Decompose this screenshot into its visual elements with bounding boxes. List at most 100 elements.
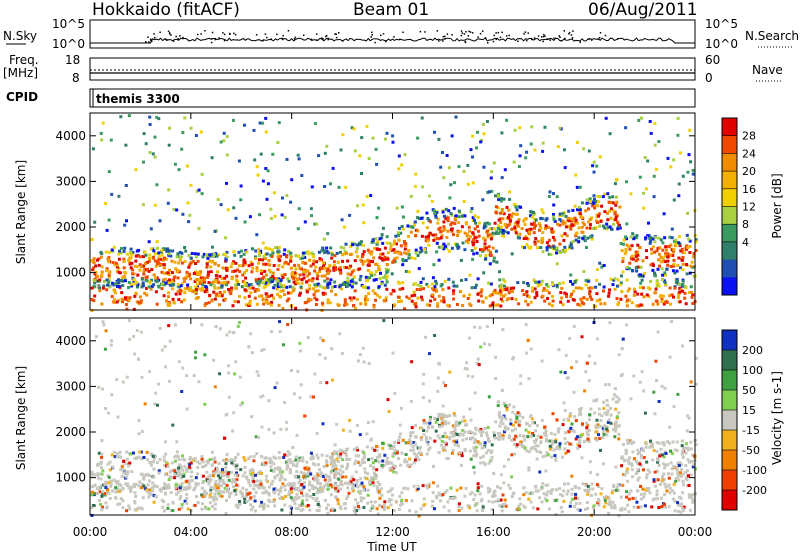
echo-cell	[632, 237, 636, 241]
echo-cell	[664, 283, 668, 287]
echo-cell	[127, 504, 131, 508]
echo-cell	[360, 136, 364, 140]
echo-cell	[681, 439, 685, 443]
echo-cell	[482, 461, 486, 465]
echo-cell	[412, 452, 416, 456]
echo-cell	[660, 384, 664, 388]
echo-cell	[251, 351, 254, 355]
echo-cell	[91, 490, 95, 494]
echo-cell	[399, 252, 403, 256]
echo-cell	[278, 478, 282, 482]
echo-cell	[250, 415, 254, 419]
echo-cell	[415, 288, 419, 291]
echo-cell	[677, 478, 681, 482]
echo-cell	[644, 445, 648, 449]
echo-cell	[506, 231, 510, 235]
echo-cell	[614, 465, 618, 469]
echo-cell	[646, 489, 650, 492]
echo-cell	[330, 456, 334, 460]
echo-cell	[371, 481, 375, 485]
echo-cell	[374, 475, 378, 478]
echo-cell	[189, 475, 193, 479]
echo-cell	[251, 247, 254, 251]
echo-cell	[207, 507, 211, 511]
echo-cell	[516, 220, 520, 224]
echo-cell	[503, 430, 506, 434]
echo-cell	[460, 419, 464, 423]
echo-cell	[181, 212, 185, 216]
echo-cell	[218, 303, 221, 307]
echo-cell	[525, 243, 529, 246]
echo-cell	[501, 422, 505, 426]
echo-cell	[306, 250, 310, 254]
echo-cell	[676, 472, 680, 476]
echo-cell	[100, 466, 103, 470]
echo-cell	[565, 295, 568, 298]
echo-cell	[308, 258, 312, 262]
echo-cell	[479, 140, 483, 144]
echo-cell	[689, 440, 693, 444]
echo-cell	[120, 276, 124, 279]
echo-cell	[260, 272, 264, 275]
echo-cell	[599, 302, 603, 306]
echo-cell	[254, 278, 258, 282]
echo-cell	[185, 374, 189, 378]
echo-cell	[123, 462, 127, 466]
echo-cell	[121, 380, 125, 384]
echo-cell	[550, 227, 554, 231]
echo-cell	[399, 231, 403, 235]
echo-cell	[204, 285, 208, 288]
echo-cell	[373, 246, 377, 250]
echo-cell	[638, 462, 642, 466]
echo-cell	[410, 225, 414, 229]
echo-cell	[243, 260, 247, 264]
echo-cell	[691, 293, 695, 297]
echo-cell	[177, 466, 181, 470]
echo-cell	[410, 299, 414, 303]
echo-cell	[662, 443, 666, 447]
echo-cell	[241, 494, 245, 498]
echo-cell	[323, 484, 327, 488]
echo-cell	[536, 434, 540, 438]
echo-cell	[502, 278, 505, 282]
echo-cell	[540, 208, 544, 212]
echo-cell	[456, 303, 459, 306]
echo-cell	[494, 291, 498, 295]
echo-cell	[307, 469, 311, 473]
echo-cell	[306, 336, 310, 340]
echo-cell	[264, 116, 268, 120]
echo-cell	[637, 304, 641, 308]
echo-cell	[243, 281, 247, 285]
echo-cell	[200, 172, 204, 176]
echo-cell	[343, 250, 347, 254]
echo-cell	[333, 461, 337, 465]
echo-cell	[306, 503, 310, 507]
echo-cell	[508, 487, 512, 490]
echo-cell	[633, 497, 637, 500]
echo-cell	[617, 223, 621, 227]
echo-cell	[394, 234, 398, 238]
echo-cell	[649, 263, 653, 267]
echo-cell	[216, 198, 220, 201]
echo-cell	[211, 450, 214, 454]
echo-cell	[206, 273, 210, 277]
echo-cell	[266, 169, 270, 173]
echo-cell	[576, 497, 580, 501]
echo-cell	[326, 301, 330, 305]
echo-cell	[518, 154, 522, 158]
echo-cell	[286, 323, 290, 326]
echo-cell	[424, 250, 428, 254]
echo-cell	[100, 494, 104, 498]
echo-cell	[96, 275, 99, 279]
echo-cell	[242, 456, 246, 460]
echo-cell	[657, 258, 661, 262]
echo-cell	[139, 265, 143, 269]
echo-cell	[243, 271, 246, 275]
echo-cell	[635, 269, 639, 273]
echo-cell	[199, 130, 203, 134]
echo-cell	[152, 283, 156, 287]
echo-cell	[634, 259, 638, 263]
echo-cell	[468, 492, 472, 496]
echo-cell	[348, 283, 352, 287]
echo-cell	[365, 124, 369, 128]
